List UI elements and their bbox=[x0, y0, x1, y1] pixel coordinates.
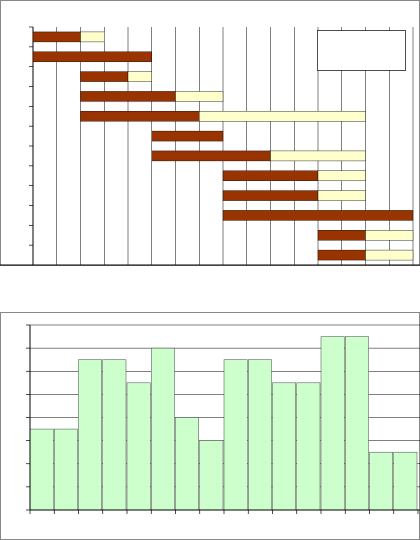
gantt-segment bbox=[270, 150, 366, 162]
legend bbox=[317, 30, 406, 71]
gantt-segment bbox=[317, 170, 366, 181]
bar bbox=[345, 336, 369, 511]
gantt-segment bbox=[32, 51, 152, 62]
gantt-segment bbox=[317, 249, 366, 261]
bar bbox=[126, 382, 151, 511]
gantt-segment bbox=[317, 230, 366, 241]
gantt-segment bbox=[80, 111, 200, 122]
bar bbox=[320, 336, 345, 511]
bar bbox=[369, 451, 393, 511]
bar bbox=[151, 347, 175, 511]
gantt-segment bbox=[222, 210, 414, 221]
bar bbox=[296, 382, 321, 511]
gantt-segment bbox=[317, 190, 366, 201]
gantt-segment bbox=[175, 91, 224, 102]
gantt-segment bbox=[80, 71, 129, 82]
gantt-segment bbox=[127, 71, 152, 82]
gantt-segment bbox=[32, 31, 81, 43]
gantt-segment bbox=[222, 170, 319, 181]
bar bbox=[272, 382, 296, 511]
gantt-segment bbox=[365, 230, 414, 241]
gantt-segment bbox=[222, 190, 319, 201]
bar bbox=[393, 451, 418, 511]
bar bbox=[54, 428, 78, 511]
bar bbox=[175, 417, 199, 511]
gantt-segment bbox=[80, 91, 176, 102]
gantt-segment bbox=[151, 150, 271, 162]
bar bbox=[78, 359, 102, 511]
bar bbox=[248, 359, 272, 511]
bar bbox=[199, 440, 224, 511]
bar bbox=[223, 359, 248, 511]
gantt-segment bbox=[80, 31, 105, 43]
gantt-segment bbox=[151, 130, 224, 142]
gantt-segment bbox=[199, 111, 366, 122]
gantt-segment bbox=[365, 249, 414, 261]
bar bbox=[29, 428, 54, 511]
bar bbox=[102, 359, 127, 511]
